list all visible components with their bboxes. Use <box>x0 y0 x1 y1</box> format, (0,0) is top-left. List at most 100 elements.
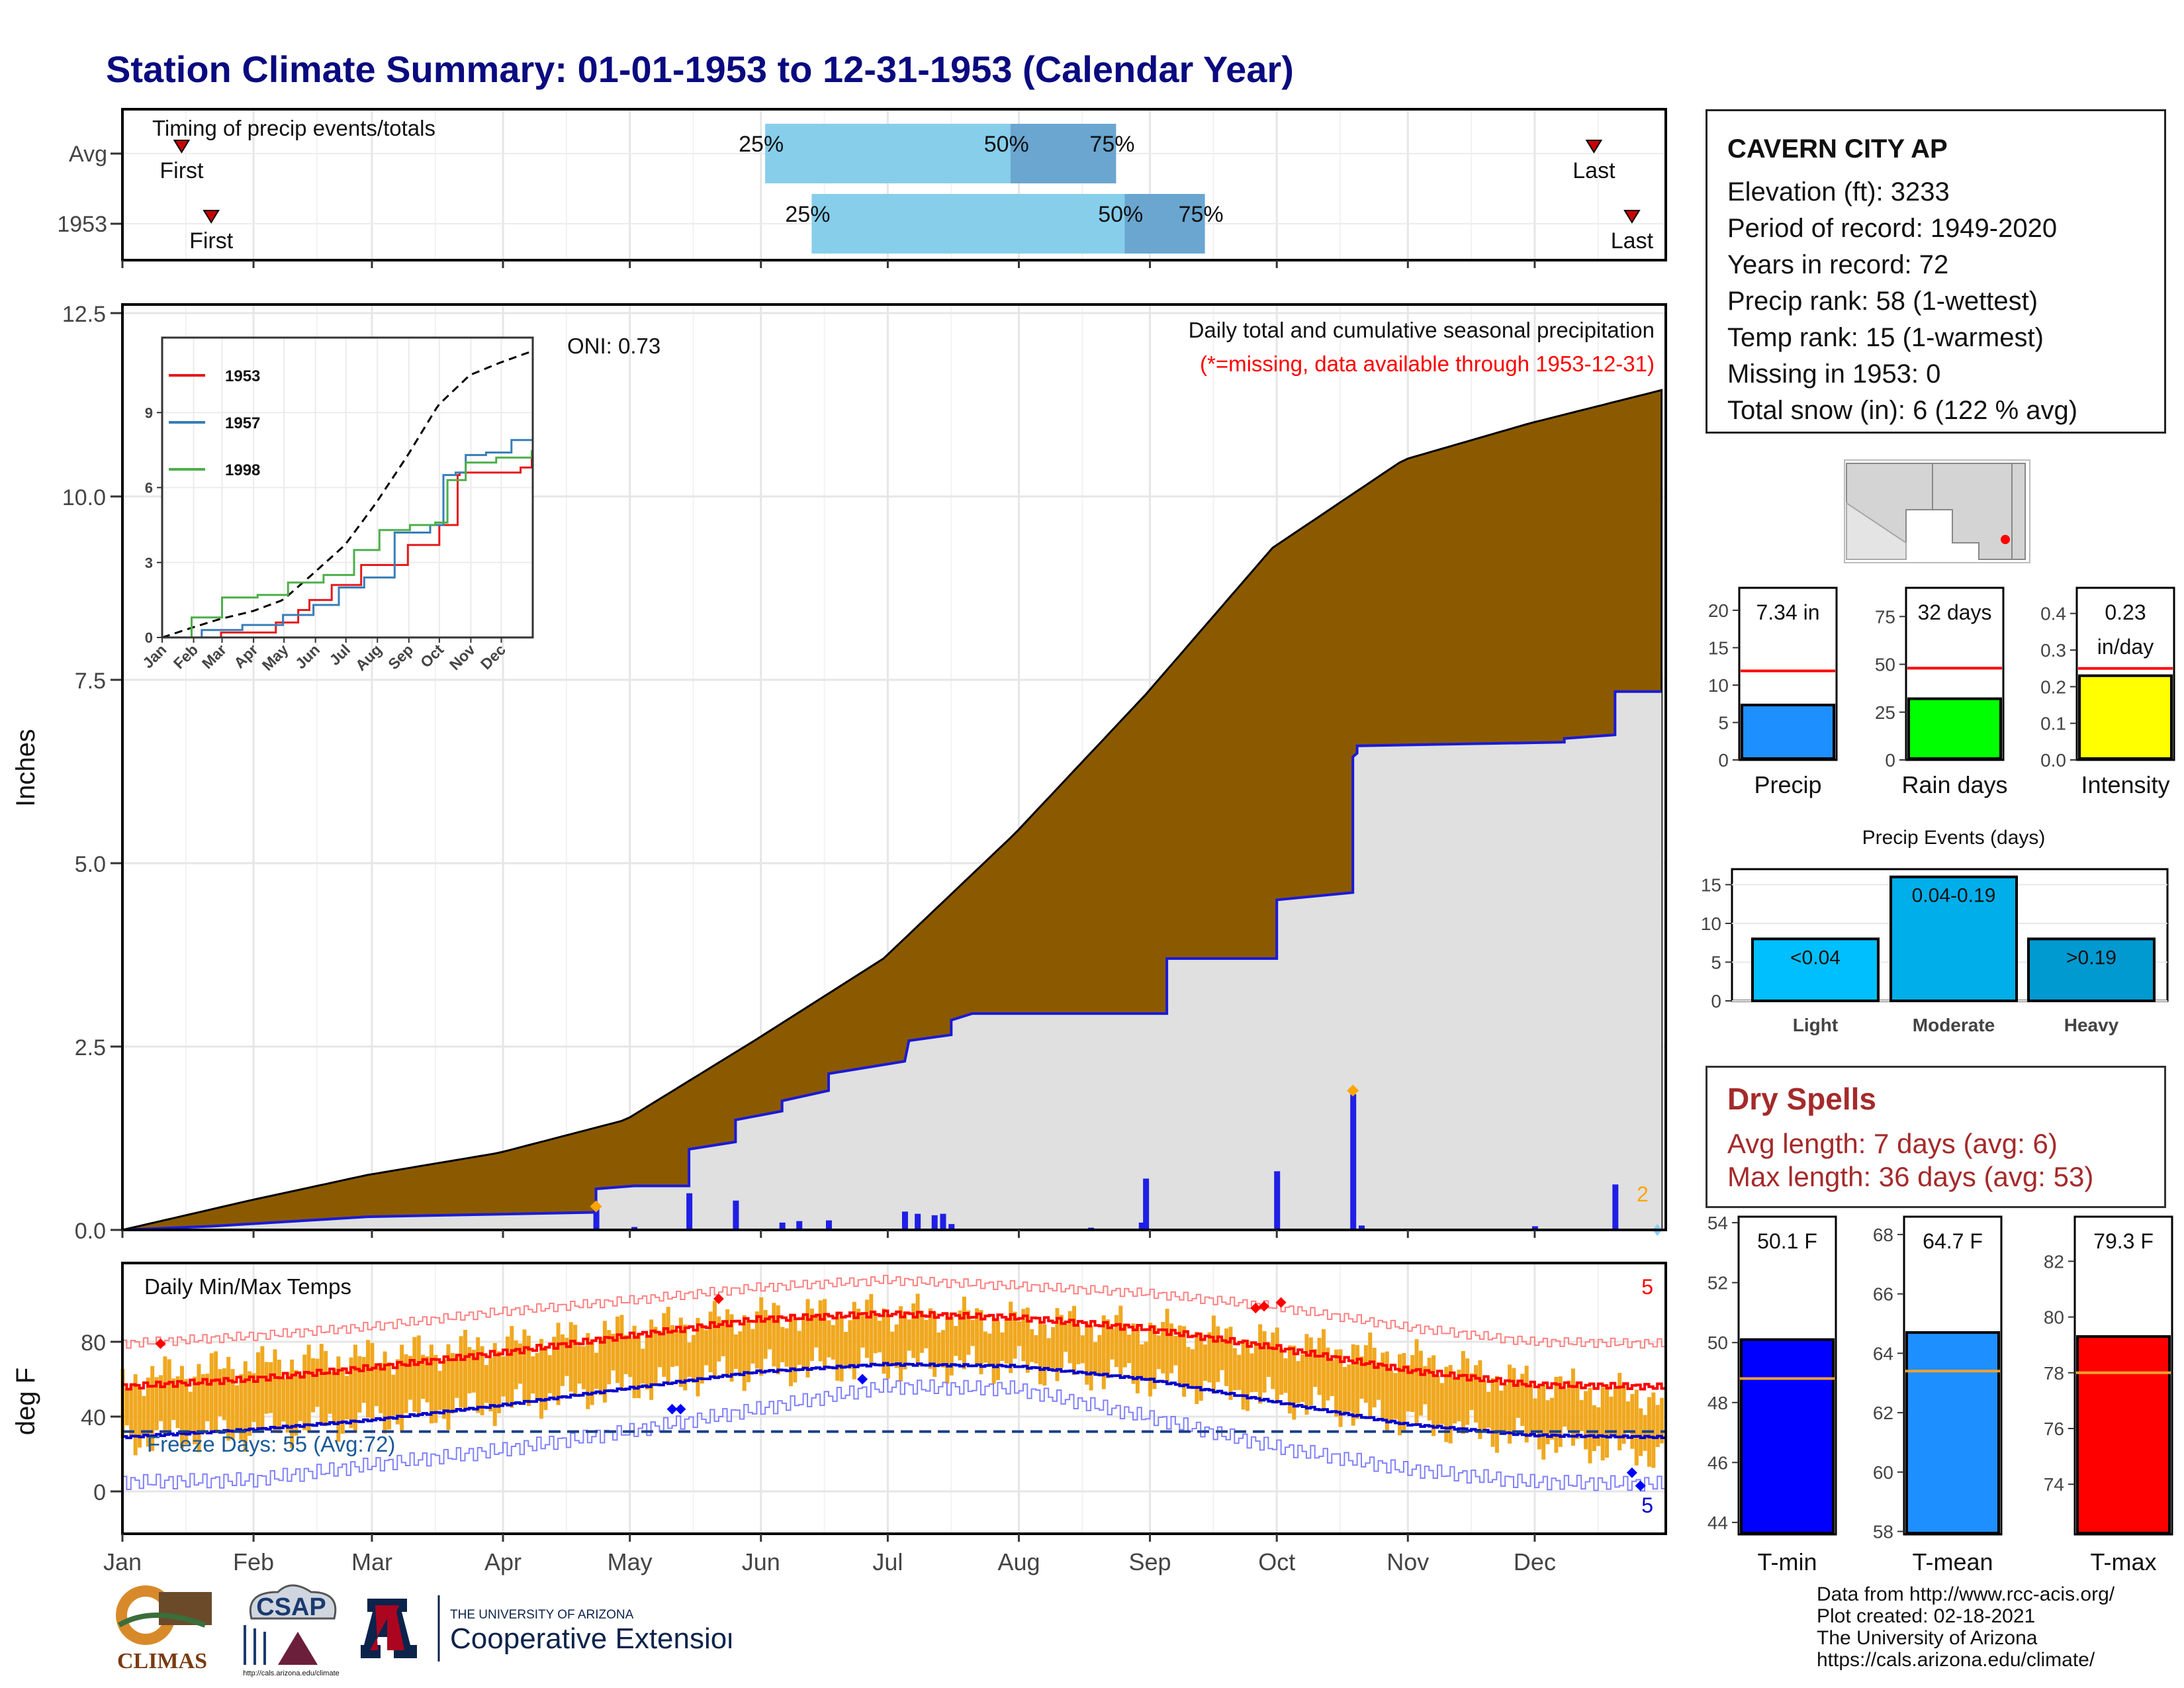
daily-temp-bar <box>801 1315 806 1370</box>
freeze-days-label: Freeze Days: 55 (Avg:72) <box>147 1432 395 1456</box>
daily-temp-bar <box>1359 1356 1364 1399</box>
ua-cooperative-extension-logo: THE UNIVERSITY OF ARIZONA Cooperative Ex… <box>357 1592 743 1665</box>
daily-temp-bar <box>1621 1384 1626 1444</box>
daily-precip-bar <box>931 1215 938 1230</box>
small-value-label: 0.23 <box>2105 600 2146 624</box>
small-y-tick-label: 10 <box>1708 675 1729 696</box>
daily-temp-bar <box>416 1335 421 1415</box>
station-temp-rank: Temp rank: 15 (1-warmest) <box>1727 323 2044 352</box>
timing-label-75: 75% <box>1179 202 1224 227</box>
climas-logo-text: CLIMAS <box>117 1649 207 1673</box>
daily-temp-bar <box>1076 1326 1081 1364</box>
first-label: First <box>159 158 204 183</box>
daily-temp-bar <box>1271 1332 1275 1389</box>
daily-temp-bar <box>920 1311 925 1353</box>
daily-temp-bar <box>805 1299 810 1378</box>
daily-temp-bar <box>1363 1345 1368 1403</box>
csap-logo: CSAP http://cals.arizona.edu/climate <box>232 1579 351 1678</box>
small-value-bar <box>1740 1338 1835 1535</box>
first-marker <box>203 210 220 224</box>
daily-temp-bar <box>1308 1337 1313 1406</box>
daily-temp-bar <box>1059 1315 1064 1368</box>
daily-temp-bar <box>1046 1338 1051 1368</box>
daily-temp-bar <box>1529 1384 1533 1436</box>
daily-temp-bar <box>1085 1323 1089 1385</box>
daily-temp-bar <box>179 1366 184 1448</box>
daily-temp-bar <box>193 1376 197 1444</box>
temp-means-panels: 44 46 48 50 52 54 50.1 F T-min 58 60 62 64 66 68 64.7 … <box>1707 1213 2173 1575</box>
daily-temp-bar <box>184 1379 189 1444</box>
daily-temp-bar <box>1338 1349 1343 1427</box>
timing-bar-25-50 <box>811 194 1125 254</box>
daily-temp-bar <box>543 1346 548 1411</box>
daily-temp-bar <box>886 1313 890 1379</box>
daily-temp-bar <box>856 1308 861 1365</box>
daily-temp-bar <box>1482 1380 1486 1432</box>
daily-temp-bar <box>1558 1376 1563 1447</box>
daily-temp-bar <box>404 1354 408 1413</box>
daily-temp-bar <box>319 1344 324 1425</box>
daily-temp-bar <box>1080 1335 1085 1364</box>
daily-temp-bar <box>547 1355 552 1393</box>
daily-temp-bar <box>1317 1338 1322 1395</box>
daily-temp-bar <box>940 1330 945 1368</box>
daily-temp-bar <box>780 1327 785 1362</box>
daily-temp-bar <box>869 1293 874 1367</box>
event-category-label: Heavy <box>2064 1015 2119 1035</box>
daily-temp-bar <box>260 1346 265 1433</box>
daily-temp-bar <box>159 1375 163 1421</box>
daily-temp-bar <box>133 1374 138 1456</box>
daily-temp-bar <box>827 1320 831 1358</box>
dry-spells-max: Max length: 36 days (avg: 53) <box>1727 1161 2094 1192</box>
daily-temp-bar <box>1216 1326 1220 1382</box>
daily-temp-bar <box>754 1311 759 1369</box>
timing-label-25: 25% <box>785 202 830 227</box>
precip-y-axis-label: Inches <box>11 729 40 807</box>
daily-temp-bar <box>514 1340 518 1389</box>
daily-temp-bar <box>692 1335 696 1383</box>
precip-events-panel: 0 5 10 15 <0.04 Light 0.04-0.19 Moderate >0.19 He… <box>1701 827 2169 1035</box>
small-y-tick-label: 20 <box>1708 600 1729 621</box>
daily-temp-bar <box>933 1312 937 1377</box>
cumulative-1953-line <box>122 690 1662 1231</box>
daily-temp-bar <box>987 1333 992 1366</box>
small-y-tick-label: 58 <box>1873 1522 1893 1542</box>
daily-precip-bar <box>948 1224 955 1230</box>
daily-temp-bar <box>721 1322 725 1356</box>
daily-temp-bar <box>776 1305 780 1375</box>
month-label: Jul <box>872 1548 903 1575</box>
credit-plot-date: Plot created: 02-18-2021 <box>1817 1605 2036 1627</box>
daily-temp-bar <box>958 1310 962 1361</box>
daily-temp-bar <box>1275 1327 1279 1404</box>
timing-bar-50-75 <box>1010 124 1116 183</box>
daily-temp-bar <box>1148 1323 1153 1397</box>
daily-temp-bar <box>1296 1361 1300 1403</box>
daily-temp-bar <box>1106 1319 1111 1379</box>
daily-temp-bar <box>1241 1339 1246 1410</box>
small-category-label: T-max <box>2090 1548 2156 1575</box>
daily-temp-bar <box>852 1301 856 1380</box>
ua-logo-icon: THE UNIVERSITY OF ARIZONA Cooperative Ex… <box>357 1595 743 1662</box>
event-category-label: Light <box>1793 1015 1838 1035</box>
month-label: May <box>608 1548 653 1575</box>
daily-temp-bar <box>615 1316 620 1383</box>
daily-temp-bar <box>1448 1365 1453 1444</box>
daily-temp-bar <box>492 1342 497 1427</box>
daily-temp-bar <box>678 1317 683 1387</box>
record-min-line <box>122 1378 1666 1492</box>
temps-y-axis-label: deg F <box>11 1368 40 1435</box>
daily-temp-bar <box>1017 1321 1021 1346</box>
daily-precip-bar <box>779 1222 786 1230</box>
daily-temp-bar <box>442 1359 447 1419</box>
daily-temp-bar <box>1013 1311 1017 1359</box>
y-tick-label: 0 <box>93 1480 106 1505</box>
daily-temp-bar <box>1494 1376 1499 1453</box>
daily-temp-bar <box>1304 1334 1309 1415</box>
small-y-tick-label: 64 <box>1873 1343 1893 1364</box>
daily-precip-bar <box>1138 1222 1145 1230</box>
record-high-marker <box>155 1338 166 1349</box>
credit-data-source: Data from http://www.rcc-acis.org/ <box>1817 1583 2115 1605</box>
oni-label: ONI: 0.73 <box>567 334 660 358</box>
small-value-bar <box>2078 674 2173 760</box>
daily-precip-bar <box>733 1200 739 1230</box>
